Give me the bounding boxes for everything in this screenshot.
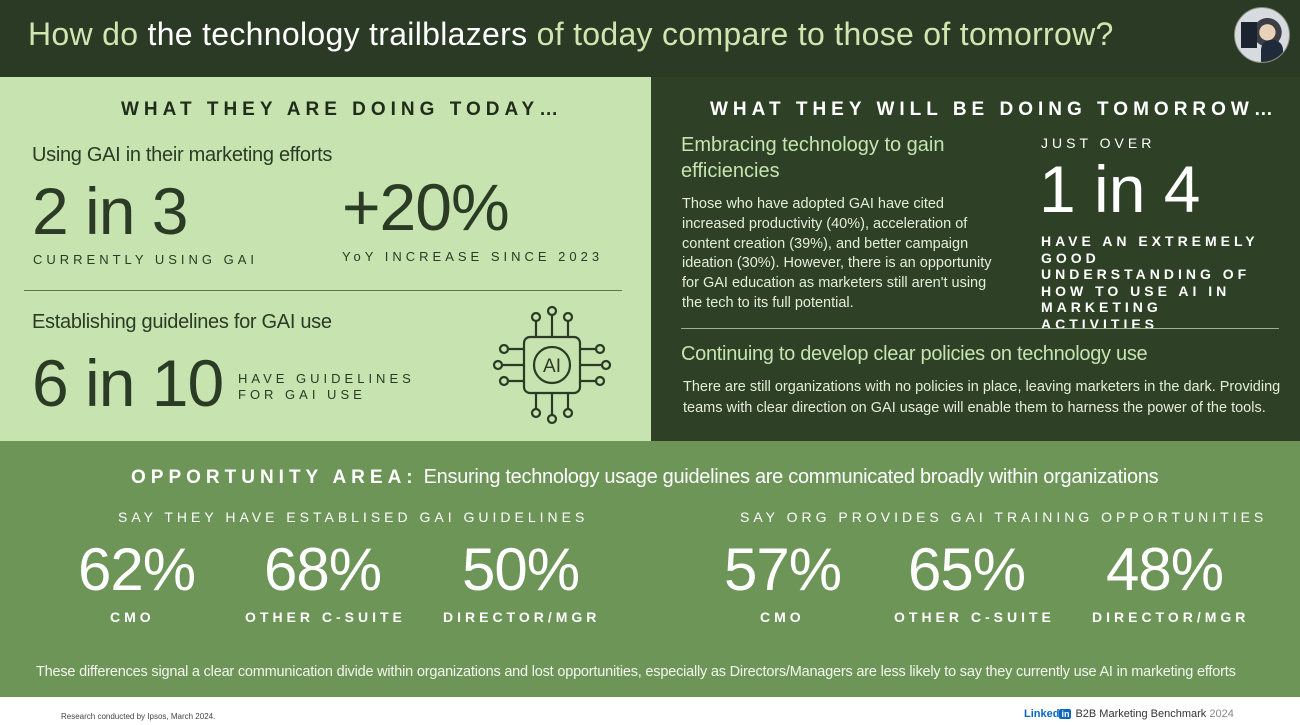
guidelines-caption: HAVE GUIDELINES FOR GAI USE [238, 371, 415, 403]
guidelines-caption-line2: FOR GAI USE [238, 387, 366, 402]
guidelines-csuite-label: OTHER C-SUITE [245, 609, 406, 625]
understanding-stat: 1 in 4 [1039, 152, 1201, 226]
gai-use-caption: CURRENTLY USING GAI [33, 252, 259, 267]
policies-subheading: Continuing to develop clear policies on … [681, 343, 1148, 365]
title-part-3: of today compare to those of tomorrow? [536, 16, 1114, 52]
ai-chip-icon: AI [492, 305, 612, 425]
linkedin-in-box: in [1059, 709, 1072, 719]
efficiency-subheading: Embracing technology to gain efficiencie… [681, 134, 945, 182]
guidelines-director-value: 50% [462, 536, 580, 603]
training-csuite-value: 65% [908, 536, 1026, 603]
guidelines-cmo-label: CMO [110, 609, 155, 625]
source-note: Research conducted by Ipsos, March 2024. [61, 712, 216, 721]
opportunity-band: OPPORTUNITY AREA: Ensuring technology usa… [0, 441, 1300, 697]
today-panel: WHAT THEY ARE DOING TODAY… Using GAI in … [0, 77, 651, 441]
avatar-person-shape [1261, 40, 1283, 62]
ai-chip-label: AI [543, 356, 561, 377]
yoy-increase-caption: YoY INCREASE SINCE 2023 [342, 249, 604, 264]
training-csuite-label: OTHER C-SUITE [894, 609, 1055, 625]
title-part-1: How do [28, 16, 139, 52]
guidelines-stat: 6 in 10 [32, 346, 224, 420]
training-director-label: DIRECTOR/MGR [1092, 609, 1250, 625]
title-part-2: the technology trailblazers [147, 16, 528, 52]
yoy-increase-stat: +20% [342, 170, 510, 244]
training-group-heading: SAY ORG PROVIDES GAI TRAINING OPPORTUNIT… [740, 509, 1268, 525]
opportunity-label: OPPORTUNITY AREA: [131, 467, 418, 488]
tomorrow-panel: WHAT THEY WILL BE DOING TOMORROW… Embrac… [651, 77, 1300, 441]
training-cmo-value: 57% [724, 536, 842, 603]
guidelines-director-label: DIRECTOR/MGR [443, 609, 601, 625]
understanding-caption: HAVE AN EXTREMELY GOOD UNDERSTANDING OF … [1041, 233, 1259, 332]
tomorrow-divider [681, 328, 1279, 329]
opportunity-title: OPPORTUNITY AREA: Ensuring technology usa… [131, 466, 1159, 489]
benchmark-label: B2B Marketing Benchmark [1075, 708, 1207, 720]
guidelines-group-heading: SAY THEY HAVE ESTABLISED GAI GUIDELINES [118, 509, 589, 525]
tomorrow-heading: WHAT THEY WILL BE DOING TOMORROW… [710, 99, 1278, 120]
guidelines-caption-line1: HAVE GUIDELINES [238, 371, 415, 386]
page-title: How do the technology trailblazers of to… [28, 16, 1114, 53]
benchmark-year: 2024 [1209, 708, 1234, 720]
training-cmo-label: CMO [760, 609, 805, 625]
linkedin-benchmark-logo: Linked in B2B Marketing Benchmark 2024 [1024, 708, 1234, 720]
today-divider [24, 290, 622, 291]
efficiency-body: Those who have adopted GAI have cited in… [682, 196, 992, 311]
training-director-value: 48% [1106, 536, 1224, 603]
opportunity-footnote: These differences signal a clear communi… [36, 664, 1236, 680]
guidelines-cmo-value: 62% [78, 536, 196, 603]
presenter-avatar [1234, 7, 1290, 63]
guidelines-csuite-value: 68% [264, 536, 382, 603]
understanding-prelabel: JUST OVER [1041, 135, 1156, 151]
avatar-screen-shape [1241, 22, 1257, 48]
policies-body: There are still organizations with no po… [683, 379, 1281, 416]
gai-use-stat: 2 in 3 [32, 174, 188, 248]
today-heading: WHAT THEY ARE DOING TODAY… [121, 99, 564, 120]
header-bar: How do the technology trailblazers of to… [0, 0, 1300, 77]
opportunity-text: Ensuring technology usage guidelines are… [423, 466, 1159, 488]
gai-use-subheading: Using GAI in their marketing efforts [32, 144, 333, 166]
guidelines-subheading: Establishing guidelines for GAI use [32, 311, 332, 333]
linkedin-wordmark: Linked [1024, 708, 1060, 720]
